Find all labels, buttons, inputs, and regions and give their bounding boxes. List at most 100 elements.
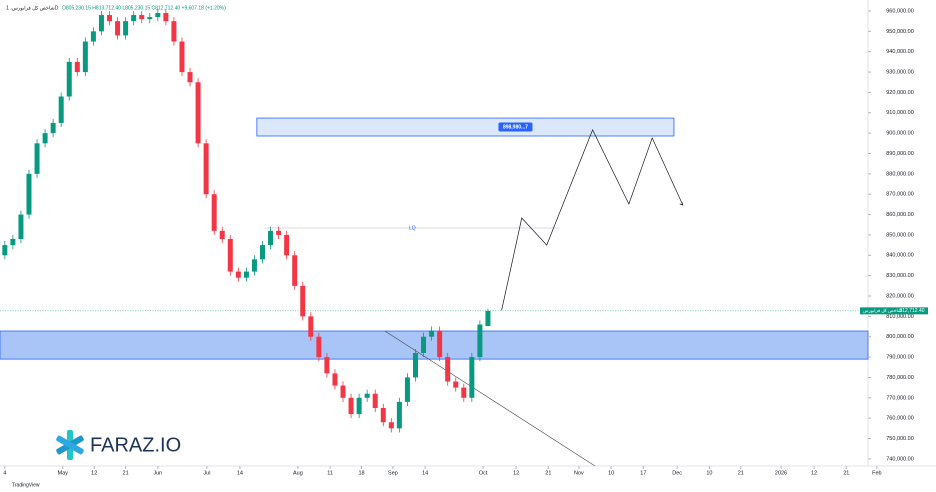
projection-path <box>501 129 684 311</box>
candle-body <box>115 21 121 36</box>
x-tick-label: 21 <box>738 470 744 476</box>
candle-body <box>332 373 338 386</box>
level-label: LQ <box>409 225 416 231</box>
x-tick-label: 2026 <box>775 470 787 476</box>
candle-body <box>42 133 48 144</box>
candle-body <box>107 15 113 22</box>
candle-body <box>10 239 16 246</box>
x-tick-label: Jul <box>203 470 210 476</box>
candle-body <box>421 336 427 354</box>
candle-body <box>90 31 96 42</box>
x-tick-label: 21 <box>843 470 849 476</box>
candle-body <box>211 194 217 231</box>
y-tick-label: 800,000.00 <box>886 334 914 340</box>
y-tick-label: 910,000.00 <box>886 110 914 116</box>
candle-body <box>461 387 467 398</box>
candle-body <box>412 353 418 378</box>
logo: FARAZ.IO <box>56 430 181 460</box>
y-tick-label: 810,000.00 <box>886 314 914 320</box>
candle-body <box>58 96 64 123</box>
candle-body <box>18 214 24 240</box>
candle-body <box>308 316 314 337</box>
candle-body <box>171 21 177 42</box>
candle-body <box>235 271 241 278</box>
header-title: شاخص کل فرابورس، 1D <box>6 5 59 11</box>
x-tick-label: Feb <box>872 470 881 476</box>
y-tick-label: 950,000.00 <box>886 29 914 35</box>
candle-body <box>404 377 410 402</box>
candle-body <box>82 41 88 73</box>
x-tick-label: Aug <box>293 470 303 476</box>
y-tick-label: 780,000.00 <box>886 375 914 381</box>
y-tick-label: 920,000.00 <box>886 90 914 96</box>
x-tick-label: 12 <box>91 470 97 476</box>
candle-body <box>251 259 257 272</box>
candle-body <box>163 13 169 22</box>
candle-body <box>219 230 225 240</box>
candle-body <box>155 13 161 18</box>
x-tick-label: 21 <box>545 470 551 476</box>
candle-body <box>131 15 137 22</box>
x-tick-label: 10 <box>608 470 614 476</box>
candle-body <box>195 82 201 144</box>
y-tick-label: 750,000.00 <box>886 436 914 442</box>
candle-body <box>445 357 451 382</box>
candle-body <box>243 271 249 278</box>
y-tick-label: 930,000.00 <box>886 70 914 76</box>
zone-label: 898,980...7 <box>503 124 528 130</box>
y-tick-label: 830,000.00 <box>886 273 914 279</box>
y-tick-label: 890,000.00 <box>886 151 914 157</box>
candle-body <box>203 143 209 195</box>
candle-body <box>396 401 402 429</box>
candle-body <box>316 336 322 358</box>
y-tick-label: 740,000.00 <box>886 456 914 462</box>
x-tick-label: Oct <box>479 470 488 476</box>
candle-body <box>259 245 265 260</box>
trend-line <box>384 330 596 467</box>
y-tick-label: 850,000.00 <box>886 232 914 238</box>
x-tick-label: 11 <box>327 470 333 476</box>
candle-body <box>123 21 129 36</box>
candle-body <box>348 397 354 415</box>
candle-body <box>276 230 282 235</box>
candle-body <box>372 393 378 408</box>
x-tick-label: 10 <box>706 470 712 476</box>
price-tag-value: 812,712.40 <box>899 308 924 314</box>
candle-body <box>50 122 56 134</box>
y-tick-label: 790,000.00 <box>886 355 914 361</box>
footer-brand: TradingView <box>12 482 40 488</box>
candle-body <box>340 385 346 398</box>
x-tick-label: Jun <box>153 470 162 476</box>
candle-body <box>292 255 298 286</box>
x-tick-label: May <box>58 470 69 476</box>
candle-body <box>187 72 193 83</box>
y-tick-label: 870,000.00 <box>886 192 914 198</box>
candle-body <box>300 285 306 317</box>
x-tick-label: Nov <box>574 470 584 476</box>
x-tick-label: Dec <box>672 470 682 476</box>
y-tick-label: 860,000.00 <box>886 212 914 218</box>
x-tick-label: 4 <box>3 470 6 476</box>
x-tick-label: 17 <box>640 470 646 476</box>
y-tick-label: 840,000.00 <box>886 253 914 259</box>
candle-body <box>469 357 475 398</box>
y-tick-label: 770,000.00 <box>886 395 914 401</box>
candle-body <box>147 17 153 20</box>
candle-body <box>453 381 459 388</box>
candle-body <box>66 61 72 97</box>
x-tick-label: 18 <box>358 470 364 476</box>
candle-body <box>324 357 330 374</box>
candle-body <box>98 15 104 32</box>
zone <box>256 117 675 137</box>
x-tick-label: 12 <box>811 470 817 476</box>
candle-body <box>179 41 185 73</box>
candle-body <box>429 330 435 337</box>
y-tick-label: 820,000.00 <box>886 293 914 299</box>
x-tick-label: 12 <box>513 470 519 476</box>
y-tick-label: 760,000.00 <box>886 416 914 422</box>
candle-body <box>139 15 145 20</box>
candle-body <box>477 324 483 358</box>
y-tick-label: 960,000.00 <box>886 8 914 14</box>
